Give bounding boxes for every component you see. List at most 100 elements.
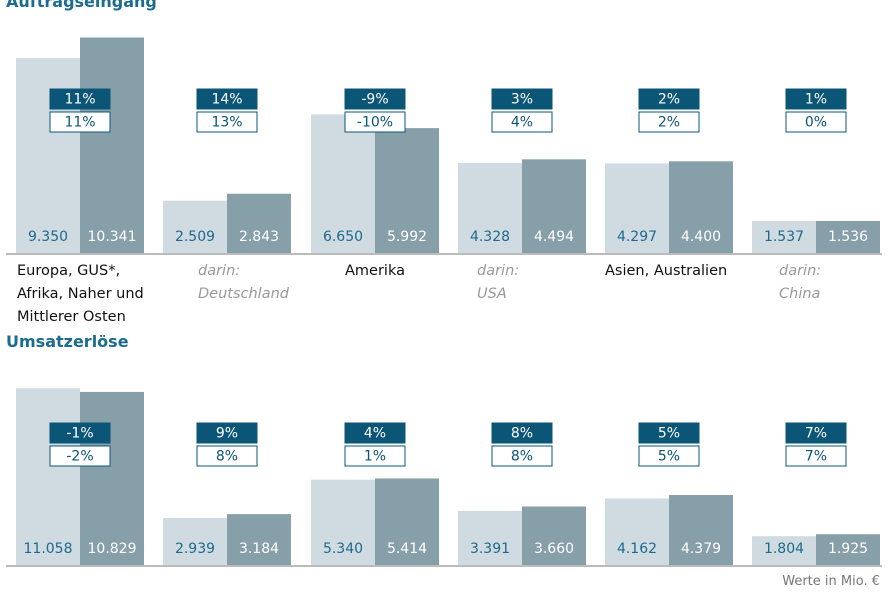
value-label: 4.494 — [534, 229, 574, 245]
bar — [669, 161, 733, 253]
bar — [458, 162, 522, 253]
bar — [227, 193, 291, 253]
value-label: 4.297 — [617, 229, 657, 245]
change-box — [638, 88, 700, 110]
change-label: 8% — [511, 426, 533, 442]
category-label: Asien, Australien — [605, 263, 728, 279]
change-box — [196, 422, 258, 444]
bar — [311, 479, 375, 565]
bar — [522, 159, 586, 253]
value-label: 9.350 — [28, 229, 68, 245]
change-label: 9% — [216, 426, 238, 442]
value-label: 3.660 — [534, 541, 574, 557]
bar — [16, 58, 80, 253]
change-box — [49, 88, 111, 110]
change-label: 1% — [805, 92, 827, 108]
bar — [375, 128, 439, 253]
bar — [816, 220, 880, 253]
change-box — [638, 445, 700, 467]
change-label: 7% — [805, 426, 827, 442]
change-box — [785, 422, 847, 444]
category-label: darin: Deutschland — [198, 263, 289, 302]
value-label: 4.328 — [470, 229, 510, 245]
value-label: 3.391 — [470, 541, 510, 557]
change-box — [491, 445, 553, 467]
value-label: 5.340 — [323, 541, 363, 557]
value-label: 1.536 — [828, 229, 868, 245]
change-box — [196, 88, 258, 110]
value-label: 11.058 — [24, 541, 73, 557]
change-box — [785, 111, 847, 133]
change-box — [785, 88, 847, 110]
change-box — [638, 111, 700, 133]
change-box — [49, 111, 111, 133]
change-box — [196, 445, 258, 467]
bar — [669, 495, 733, 565]
bar — [80, 37, 144, 253]
change-label: -2% — [66, 449, 93, 465]
value-label: 2.843 — [239, 229, 279, 245]
bar — [605, 498, 669, 565]
value-label: 10.829 — [88, 541, 137, 557]
change-label: 5% — [658, 426, 680, 442]
value-label: 2.939 — [175, 541, 215, 557]
bar — [163, 518, 227, 565]
bar — [375, 478, 439, 565]
change-label: 14% — [211, 92, 242, 108]
change-label: 4% — [511, 115, 533, 131]
change-box — [344, 422, 406, 444]
change-box — [344, 111, 406, 133]
bar — [522, 506, 586, 565]
value-label: 5.414 — [387, 541, 427, 557]
change-label: 2% — [658, 92, 680, 108]
change-box — [344, 445, 406, 467]
change-label: 2% — [658, 115, 680, 131]
bar — [311, 114, 375, 253]
value-label: 1.925 — [828, 541, 868, 557]
bar — [752, 536, 816, 565]
chart-title: Auftragseingang — [6, 0, 157, 11]
value-label: 3.184 — [239, 541, 279, 557]
change-label: 5% — [658, 449, 680, 465]
value-label: 10.341 — [88, 229, 137, 245]
change-label: 0% — [805, 115, 827, 131]
value-label: 4.400 — [681, 229, 721, 245]
unit-note: Werte in Mio. € — [782, 574, 880, 589]
change-box — [491, 422, 553, 444]
category-label: darin: USA — [477, 263, 520, 302]
bar — [605, 163, 669, 253]
change-box — [491, 111, 553, 133]
change-label: 13% — [211, 115, 242, 131]
bar — [80, 391, 144, 565]
change-box — [49, 445, 111, 467]
bar — [163, 200, 227, 253]
change-box — [491, 88, 553, 110]
bar — [752, 220, 816, 253]
value-label: 1.804 — [764, 541, 804, 557]
change-box — [196, 111, 258, 133]
bar — [816, 534, 880, 565]
value-label: 1.537 — [764, 229, 804, 245]
change-label: -9% — [361, 92, 388, 108]
value-label: 4.379 — [681, 541, 721, 557]
value-label: 5.992 — [387, 229, 427, 245]
category-label: Europa, GUS*, Afrika, Naher und Mittlere… — [17, 263, 144, 325]
value-label: 4.162 — [617, 541, 657, 557]
change-label: 4% — [364, 426, 386, 442]
change-label: 3% — [511, 92, 533, 108]
change-box — [344, 88, 406, 110]
bar — [227, 514, 291, 565]
change-label: -10% — [357, 115, 393, 131]
change-label: 1% — [364, 449, 386, 465]
change-box — [785, 445, 847, 467]
chart-title: Umsatzerlöse — [6, 332, 129, 351]
value-label: 6.650 — [323, 229, 363, 245]
bar — [16, 388, 80, 565]
change-label: 11% — [64, 115, 95, 131]
change-label: 8% — [511, 449, 533, 465]
category-label: darin: China — [779, 263, 822, 302]
change-box — [638, 422, 700, 444]
category-label: Amerika — [345, 263, 405, 279]
